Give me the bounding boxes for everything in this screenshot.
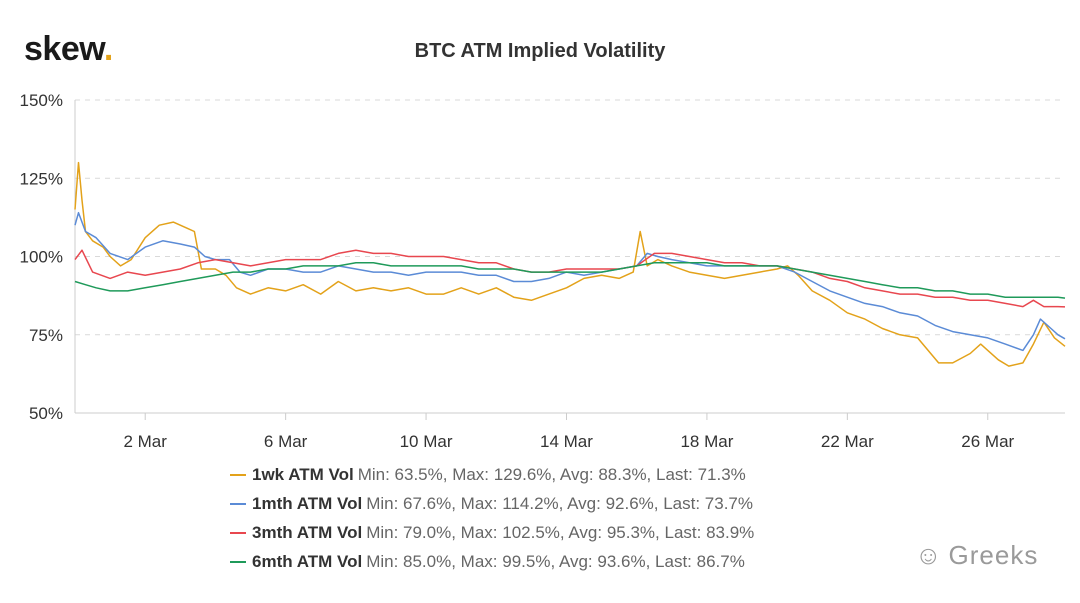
chart-title: BTC ATM Implied Volatility [414, 40, 666, 62]
legend-series-name: 1mth ATM Vol [252, 493, 363, 513]
watermark: ☺ Greeks [915, 540, 1038, 571]
legend-swatch [230, 502, 246, 505]
y-tick-label: 50% [29, 404, 63, 423]
x-tick-label: 6 Mar [264, 432, 308, 451]
x-tick-label: 10 Mar [400, 432, 453, 451]
series-line-1 [74, 161, 1066, 367]
wechat-icon: ☺ [915, 540, 943, 570]
legend-item[interactable]: 6mth ATM Vol Min: 85.0%, Max: 99.5%, Avg:… [230, 547, 754, 576]
y-tick-label: 125% [20, 169, 63, 188]
legend-swatch [230, 473, 246, 476]
x-tick-label: 26 Mar [961, 432, 1014, 451]
x-tick-label: 18 Mar [680, 432, 733, 451]
legend-series-stats: Min: 79.0%, Max: 102.5%, Avg: 95.3%, Las… [366, 522, 755, 542]
legend-series-stats: Min: 85.0%, Max: 99.5%, Avg: 93.6%, Last… [366, 551, 745, 571]
watermark-text: Greeks [948, 540, 1039, 570]
legend-series-stats: Min: 67.6%, Max: 114.2%, Avg: 92.6%, Las… [366, 493, 754, 513]
legend-series-name: 3mth ATM Vol [252, 522, 363, 542]
legend-item[interactable]: 3mth ATM Vol Min: 79.0%, Max: 102.5%, Avg… [230, 518, 754, 547]
legend-swatch [230, 560, 246, 563]
series-line-3 [74, 249, 1066, 308]
legend-series-name: 1wk ATM Vol [252, 464, 354, 484]
y-tick-label: 75% [29, 326, 63, 345]
y-tick-label: 100% [20, 248, 63, 267]
legend-item[interactable]: 1wk ATM Vol Min: 63.5%, Max: 129.6%, Avg:… [230, 460, 754, 489]
y-tick-label: 150% [20, 91, 63, 110]
legend-series-stats: Min: 63.5%, Max: 129.6%, Avg: 88.3%, Las… [357, 464, 746, 484]
series-line-2 [74, 211, 1066, 352]
skew-logo: skew. [24, 30, 113, 68]
x-tick-label: 22 Mar [821, 432, 874, 451]
x-tick-label: 2 Mar [123, 432, 167, 451]
legend-series-name: 6mth ATM Vol [252, 551, 363, 571]
x-tick-label: 14 Mar [540, 432, 593, 451]
legend: 1wk ATM Vol Min: 63.5%, Max: 129.6%, Avg:… [230, 460, 754, 576]
legend-swatch [230, 531, 246, 534]
series-line-4 [74, 262, 1066, 299]
legend-item[interactable]: 1mth ATM Vol Min: 67.6%, Max: 114.2%, Avg… [230, 489, 754, 518]
